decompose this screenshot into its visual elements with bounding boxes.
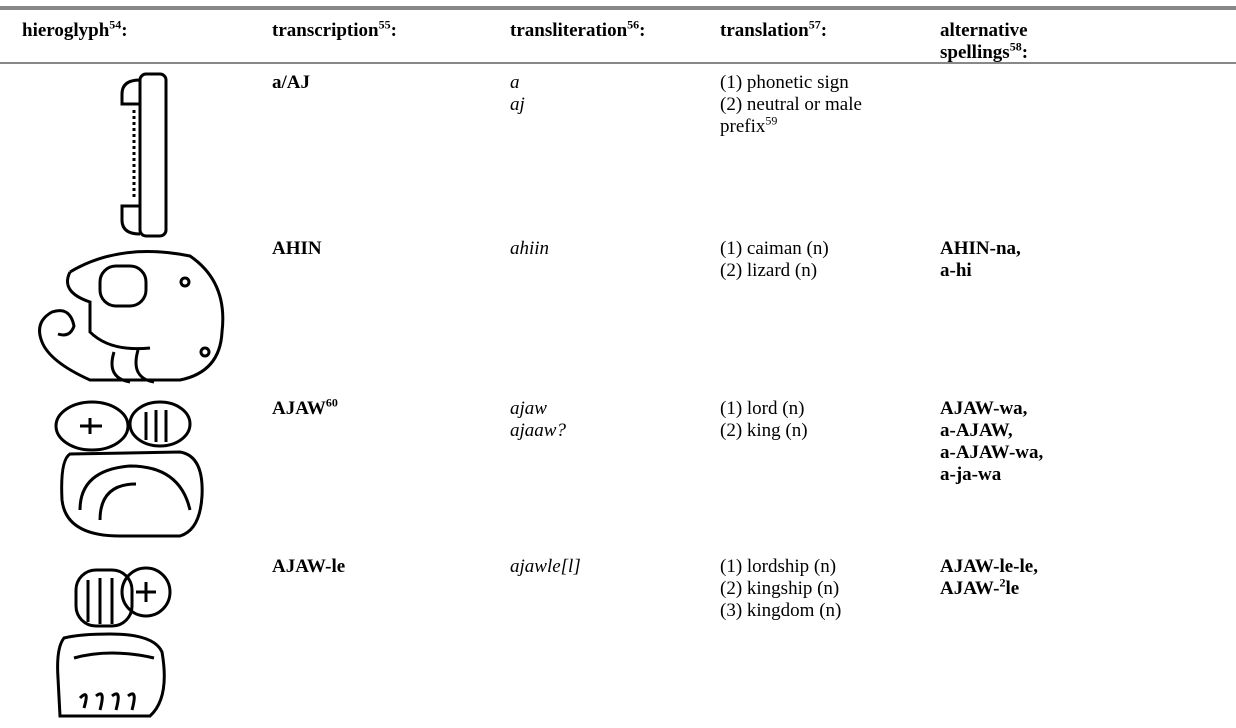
- alternatives-line: a-AJAW-wa,: [940, 442, 1044, 463]
- header-text-text: translation: [720, 20, 809, 41]
- header-rule: [0, 62, 1236, 64]
- translation-cell: (1) phonetic sign (2) neutral or male pre…: [720, 72, 920, 138]
- header-text-after: :: [820, 20, 828, 41]
- transcription-line: AHIN: [272, 238, 322, 259]
- alternatives-line: a-AJAW,: [940, 420, 1013, 441]
- transcription-cell: AJAW-le: [272, 556, 502, 578]
- translation-line: (1) caiman (n): [720, 238, 829, 259]
- translation-line: (3) kingdom (n): [720, 600, 842, 621]
- transliteration-line: ahiin: [510, 238, 550, 259]
- header-text: alternative spellings58:: [940, 20, 1070, 64]
- header-text: transliteration56:: [510, 17, 710, 42]
- header-text-sup: 57: [808, 17, 821, 32]
- alternatives-line-after: le: [1005, 578, 1020, 599]
- hieroglyph-ajaw: [54, 400, 204, 538]
- header-cell: transliteration56:: [510, 17, 710, 42]
- header-text: translation57:: [720, 17, 920, 42]
- transliteration-cell: ahiin: [510, 238, 710, 260]
- header-cell: transcription55:: [272, 17, 502, 42]
- header-text-text: hieroglyph: [22, 20, 110, 41]
- translation-line: (2) kingship (n): [720, 578, 840, 599]
- header-cell: hieroglyph54:: [22, 17, 252, 42]
- alternatives-cell: AJAW-wa, a-AJAW, a-AJAW-wa, a-ja-wa: [940, 398, 1200, 486]
- header-text-sup: 54: [109, 17, 122, 32]
- transliteration-line: ajawle[l]: [510, 556, 581, 577]
- top-rule: [0, 6, 1236, 10]
- alternatives-line-sup: 2: [999, 575, 1006, 590]
- translation-line: (1) lord (n): [720, 398, 805, 419]
- header-text-text: alternative spellings: [940, 20, 1028, 63]
- alternatives-line: AJAW-le-le,: [940, 556, 1038, 577]
- alternatives-cell: AJAW-le-le, AJAW-2le: [940, 556, 1200, 600]
- header-text-sup: 56: [627, 17, 640, 32]
- translation-line: (2) king (n): [720, 420, 808, 441]
- header-text-sup: 55: [378, 17, 391, 32]
- translation-line: (1) phonetic sign: [720, 72, 849, 93]
- translation-cell: (1) lord (n) (2) king (n): [720, 398, 920, 442]
- transliteration-line: ajaw: [510, 398, 547, 419]
- translation-cell: (1) caiman (n) (2) lizard (n): [720, 238, 920, 282]
- translation-line: (2) neutral or male prefix59: [720, 94, 920, 138]
- transcription-cell: AHIN: [272, 238, 502, 260]
- transliteration-line: a: [510, 72, 520, 93]
- transliteration-cell: ajaw ajaaw?: [510, 398, 710, 442]
- transcription-line: AJAW-le: [272, 556, 346, 577]
- header-text: hieroglyph54:: [22, 17, 252, 42]
- header-text-after: :: [1021, 42, 1029, 63]
- transliteration-line: aj: [510, 94, 525, 115]
- alternatives-line: AJAW-wa,: [940, 398, 1028, 419]
- translation-line-sup: 59: [765, 113, 778, 128]
- transliteration-cell: ajawle[l]: [510, 556, 710, 578]
- transliteration-line: ajaaw?: [510, 420, 566, 441]
- header-text-after: :: [639, 20, 646, 41]
- transcription-cell: a/AJ: [272, 72, 502, 94]
- transcription-cell: AJAW60: [272, 395, 502, 420]
- header-text-text: transliteration: [510, 20, 628, 41]
- hieroglyph-a: [120, 72, 168, 238]
- transcription-line: AJAW60: [272, 395, 502, 420]
- header-cell: translation57:: [720, 17, 920, 42]
- translation-line: (1) lordship (n): [720, 556, 837, 577]
- hieroglyph-ajaw-le: [56, 566, 172, 718]
- alternatives-line: a-hi: [940, 260, 972, 281]
- transliteration-cell: a aj: [510, 72, 710, 116]
- header-cell: alternative spellings58:: [940, 20, 1070, 64]
- translation-line-text: (2) neutral or male prefix: [720, 94, 862, 137]
- alternatives-line: a-ja-wa: [940, 464, 1002, 485]
- translation-line: (2) lizard (n): [720, 260, 818, 281]
- transcription-line-sup: 60: [325, 395, 338, 410]
- header-text-after: :: [390, 20, 397, 41]
- header-text-sup: 58: [1009, 39, 1022, 54]
- alternatives-line: AHIN-na,: [940, 238, 1021, 259]
- transcription-line-text: AJAW: [272, 398, 326, 419]
- header-text-after: :: [121, 20, 128, 41]
- header-text-text: transcription: [272, 20, 379, 41]
- alternatives-cell: AHIN-na, a-hi: [940, 238, 1200, 282]
- hieroglyph-ahin: [38, 250, 225, 384]
- alternatives-line: AJAW-2le: [940, 575, 1200, 600]
- header-text: transcription55:: [272, 17, 502, 42]
- transcription-line: a/AJ: [272, 72, 310, 93]
- translation-cell: (1) lordship (n) (2) kingship (n) (3) king…: [720, 556, 920, 622]
- alternatives-line-text: AJAW-: [940, 578, 1000, 599]
